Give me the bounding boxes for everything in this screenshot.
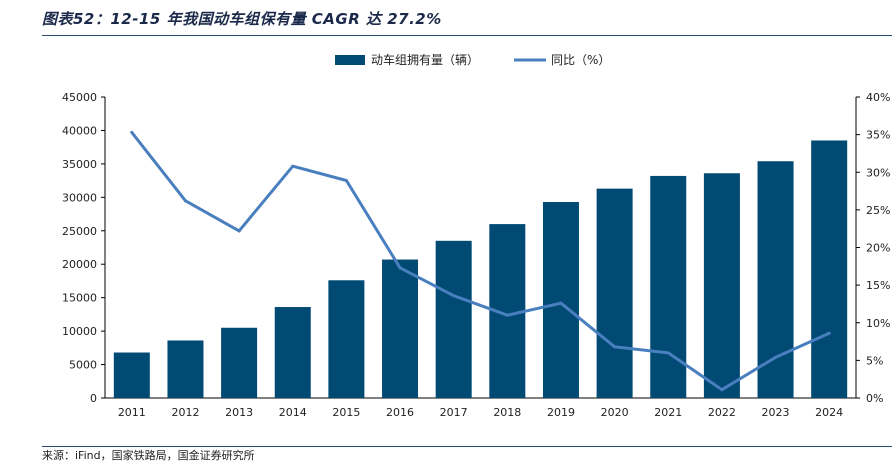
right-tick-label: 15% (866, 279, 890, 292)
yoy-line (130, 130, 831, 392)
x-tick-label: 2020 (601, 406, 629, 419)
line-point (291, 164, 295, 168)
right-axis: 0% 5% 10% 15% 20% 25% 30% 35% 40% (855, 91, 890, 405)
left-tick-label: 45000 (62, 91, 97, 104)
line-point (398, 266, 402, 270)
left-tick-label: 30000 (62, 191, 97, 204)
line-point (774, 355, 778, 359)
right-tick-label: 10% (866, 317, 890, 330)
x-tick-label: 2017 (440, 406, 468, 419)
x-axis: 2011 2012 2013 2014 2015 2016 2017 2018 2019 2020… (105, 397, 856, 419)
line-point (130, 130, 134, 134)
line-point (559, 301, 563, 305)
line-series (130, 130, 831, 392)
bar (328, 280, 365, 398)
bar (221, 327, 258, 398)
x-tick-label: 2013 (225, 406, 253, 419)
left-axis: 0 5000 10000 15000 20000 25000 30000 35000 40000… (62, 91, 106, 405)
right-tick-label: 0% (866, 392, 883, 405)
bar (757, 161, 794, 398)
left-tick-label: 10000 (62, 325, 97, 338)
bar (650, 175, 687, 398)
figure-title: 图表52：12-15 年我国动车组保有量 CAGR 达 27.2% (42, 10, 442, 28)
line-point (452, 294, 456, 298)
x-tick-label: 2011 (118, 406, 146, 419)
x-tick-label: 2016 (386, 406, 414, 419)
line-point (237, 229, 241, 233)
legend: 动车组拥有量（辆） 同比（%） (335, 52, 610, 67)
bar (596, 188, 633, 398)
x-tick-label: 2014 (279, 406, 307, 419)
left-tick-label: 20000 (62, 258, 97, 271)
bar (167, 340, 204, 398)
left-tick-label: 0 (90, 392, 97, 405)
legend-line-label: 同比（%） (551, 53, 610, 67)
top-rule (42, 35, 892, 36)
line-point (613, 345, 617, 349)
right-tick-label: 40% (866, 91, 890, 104)
line-point (505, 313, 509, 317)
x-tick-label: 2021 (654, 406, 682, 419)
line-point (827, 331, 831, 335)
line-point (666, 351, 670, 355)
bottom-rule (42, 446, 892, 447)
source-note: 来源：iFind，国家铁路局，国金证券研究所 (42, 449, 255, 462)
left-tick-label: 40000 (62, 124, 97, 137)
x-tick-label: 2015 (332, 406, 360, 419)
right-tick-label: 35% (866, 129, 890, 142)
line-point (344, 179, 348, 183)
x-tick-label: 2024 (815, 406, 843, 419)
bar (435, 240, 472, 398)
bar (382, 259, 419, 398)
bar (811, 140, 848, 398)
right-tick-label: 30% (866, 166, 890, 179)
right-tick-label: 5% (866, 354, 883, 367)
x-tick-label: 2018 (493, 406, 521, 419)
right-tick-label: 25% (866, 204, 890, 217)
bar-series (113, 140, 848, 398)
x-tick-label: 2019 (547, 406, 575, 419)
bar (274, 307, 311, 398)
x-tick-label: 2023 (762, 406, 790, 419)
right-tick-label: 20% (866, 242, 890, 255)
legend-bar-swatch (335, 55, 365, 65)
line-point (720, 388, 724, 392)
legend-bar-label: 动车组拥有量（辆） (371, 52, 479, 67)
line-point (183, 199, 187, 203)
bar (542, 202, 579, 398)
chart-area: 动车组拥有量（辆） 同比（%） 0 5000 10000 15000 20000 2500… (62, 52, 890, 419)
x-tick-label: 2022 (708, 406, 736, 419)
left-tick-label: 15000 (62, 292, 97, 305)
bar (113, 352, 150, 398)
bar (703, 173, 740, 398)
left-tick-label: 35000 (62, 158, 97, 171)
x-tick-label: 2012 (171, 406, 199, 419)
left-tick-label: 25000 (62, 225, 97, 238)
left-tick-label: 5000 (69, 359, 97, 372)
